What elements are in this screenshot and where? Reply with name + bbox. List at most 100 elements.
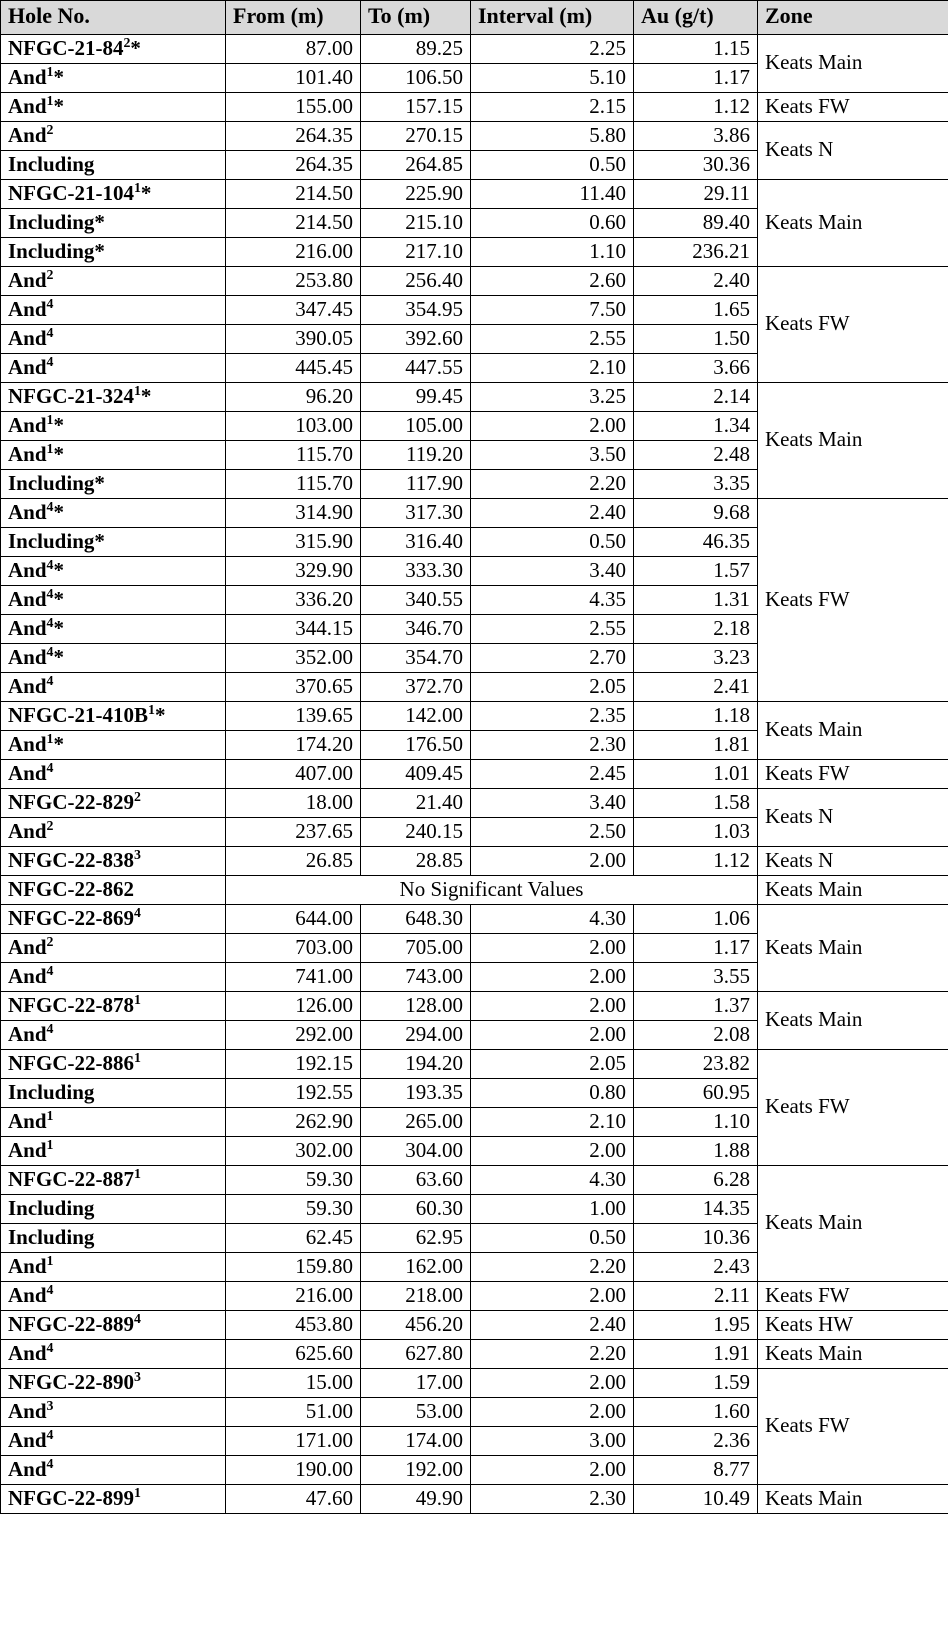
table-row: NFGC-22-8694 644.00 648.30 4.30 1.06 Keats Ma… [0,904,948,992]
cell-hole-no: NFGC-22-8991 [0,1484,226,1514]
cell-au: 2.36 [633,1426,758,1456]
cell-to: 240.15 [360,817,471,847]
table-row: NFGC-22-8781 126.00 128.00 2.00 1.37 Keats Ma… [0,991,948,1050]
cell-hole-no: NFGC-22-8903 [0,1368,226,1398]
table-row: And2 703.00 705.00 2.00 1.17 [0,933,948,963]
cell-interval: 0.80 [470,1078,634,1108]
hole-asterisk-marker: * [130,35,141,60]
cell-interval: 2.00 [470,962,634,992]
cell-from: 216.00 [225,1281,361,1311]
cell-au: 236.21 [633,237,758,267]
cell-hole-no: And4 [0,1455,226,1485]
cell-interval: 7.50 [470,295,634,325]
cell-to: 316.40 [360,527,471,557]
cell-interval: 0.60 [470,208,634,238]
table-body: NFGC-21-842* 87.00 89.25 2.25 1.15 Keats Main… [0,34,948,1514]
cell-hole-no: And1* [0,440,226,470]
table-row: And4 625.60 627.80 2.20 1.91 Keats Main [0,1339,948,1369]
table-row: And1 159.80 162.00 2.20 2.43 [0,1252,948,1282]
hole-footnote-marker: 4 [46,643,54,659]
table-row: And4* 344.15 346.70 2.55 2.18 [0,614,948,644]
hole-asterisk-marker: * [94,209,105,234]
cell-interval: 4.30 [470,904,634,934]
cell-to: 162.00 [360,1252,471,1282]
table-row: And4 741.00 743.00 2.00 3.55 [0,962,948,992]
cell-interval: 2.50 [470,817,634,847]
cell-hole-no: NFGC-22-8292 [0,788,226,818]
cell-hole-no: And1 [0,1252,226,1282]
cell-au: 6.28 [633,1165,758,1195]
cell-interval: 2.55 [470,614,634,644]
cell-zone: Keats FW [757,266,948,383]
cell-to: 264.85 [360,150,471,180]
cell-from: 262.90 [225,1107,361,1137]
cell-to: 193.35 [360,1078,471,1108]
cell-zone: Keats Main [757,701,948,760]
cell-au: 10.36 [633,1223,758,1253]
cell-to: 99.45 [360,382,471,412]
cell-to: 142.00 [360,701,471,731]
cell-hole-no: NFGC-21-410B1* [0,701,226,731]
cell-from: 214.50 [225,208,361,238]
cell-hole-no: And4 [0,295,226,325]
cell-to: 265.00 [360,1107,471,1137]
cell-interval: 2.00 [470,1368,634,1398]
cell-interval: 2.05 [470,672,634,702]
cell-to: 63.60 [360,1165,471,1195]
cell-hole-no: Including [0,1194,226,1224]
hole-footnote-marker: 1 [46,411,54,427]
cell-hole-no: And4* [0,585,226,615]
cell-to: 49.90 [360,1484,471,1514]
table-row: NFGC-22-8861 192.15 194.20 2.05 23.82 Keats F… [0,1049,948,1166]
column-header-zone: Zone [757,0,948,35]
hole-asterisk-marker: * [53,615,64,640]
cell-au: 1.03 [633,817,758,847]
cell-zone: Keats Main [757,1165,948,1282]
hole-footnote-marker: 1 [133,382,141,398]
cell-hole-no: And1* [0,411,226,441]
cell-hole-no: NFGC-22-862 [0,875,226,905]
hole-asterisk-marker: * [53,644,64,669]
cell-zone: Keats Main [757,875,948,905]
hole-footnote-marker: 1 [133,1049,141,1065]
cell-hole-no: And1* [0,730,226,760]
cell-au: 29.11 [633,179,758,209]
cell-zone: Keats FW [757,1368,948,1485]
hole-asterisk-marker: * [140,180,152,205]
cell-au: 30.36 [633,150,758,180]
cell-hole-no: And4 [0,1281,226,1311]
cell-zone: Keats FW [757,498,948,702]
cell-from: 644.00 [225,904,361,934]
hole-footnote-marker: 1 [133,179,141,195]
cell-interval: 5.80 [470,121,634,151]
hole-footnote-marker: 1 [133,1165,141,1181]
cell-to: 176.50 [360,730,471,760]
hole-footnote-marker: 4 [46,1281,54,1297]
cell-hole-no: Including* [0,527,226,557]
cell-to: 447.55 [360,353,471,383]
cell-interval: 1.10 [470,237,634,267]
cell-interval: 5.10 [470,63,634,93]
cell-interval: 3.50 [470,440,634,470]
cell-au: 2.43 [633,1252,758,1282]
cell-hole-no: NFGC-22-8781 [0,991,226,1021]
hole-footnote-marker: 4 [46,324,54,340]
cell-from: 253.80 [225,266,361,296]
cell-hole-no: And4* [0,556,226,586]
cell-au: 1.12 [633,846,758,876]
cell-from: 390.05 [225,324,361,354]
cell-interval: 2.30 [470,1484,634,1514]
cell-interval: 2.30 [470,730,634,760]
cell-to: 89.25 [360,34,471,64]
cell-hole-no: And1 [0,1136,226,1166]
cell-au: 14.35 [633,1194,758,1224]
cell-zone: Keats FW [757,92,948,122]
cell-au: 1.17 [633,933,758,963]
cell-no-significant-values: No Significant Values [225,875,758,905]
cell-au: 23.82 [633,1049,758,1079]
cell-interval: 4.30 [470,1165,634,1195]
cell-hole-no: And1 [0,1107,226,1137]
hole-asterisk-marker: * [53,499,64,524]
cell-from: 155.00 [225,92,361,122]
table-row: And1 262.90 265.00 2.10 1.10 [0,1107,948,1137]
